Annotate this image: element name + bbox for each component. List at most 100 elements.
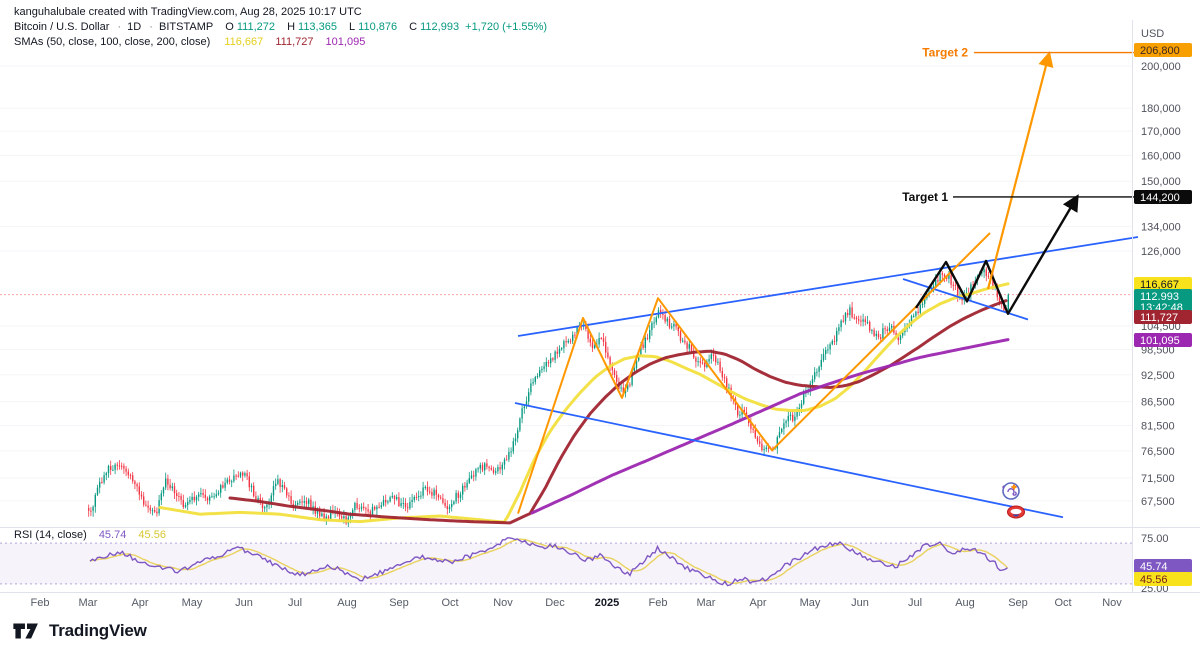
price-axis-badge-text: 144,200	[1140, 192, 1180, 204]
price-tick-label: 180,000	[1141, 103, 1181, 115]
mouth-emoji-sticker[interactable]	[1007, 505, 1025, 519]
price-axis-badge-text: 116,667	[1140, 279, 1179, 291]
low-value: 110,876	[358, 21, 398, 33]
rsi-line[interactable]	[89, 537, 1008, 587]
target-1-label[interactable]: Target 1	[902, 190, 948, 204]
time-axis-label: Jul	[908, 597, 922, 609]
time-axis-label: May	[182, 597, 203, 609]
price-axis-badge	[1134, 277, 1192, 291]
price-axis-unit: USD	[1141, 28, 1164, 40]
symbol-name[interactable]: Bitcoin / U.S. Dollar	[14, 21, 110, 33]
price-tick-label: 150,000	[1141, 176, 1181, 188]
black-projection-path[interactable]	[914, 194, 1079, 315]
separator-dot: ·	[117, 21, 122, 33]
high-value: 113,365	[298, 21, 337, 33]
time-axis-label: May	[800, 597, 821, 609]
separator-dot: ·	[149, 21, 153, 33]
time-axis-label: Sep	[1008, 597, 1028, 609]
time-axis-label: Aug	[955, 597, 975, 609]
price-axis-badge	[1134, 310, 1192, 324]
rsi-axis-badge-text: 45.56	[1140, 574, 1168, 586]
tradingview-logo-icon	[13, 623, 38, 639]
gridlines	[0, 65, 1132, 502]
time-axis-label: Oct	[1054, 597, 1071, 609]
time-axis-label: Nov	[1102, 597, 1122, 609]
time-axis-label: Apr	[131, 597, 148, 609]
time-axis-label: 2025	[595, 597, 619, 609]
time-axis-label: Apr	[749, 597, 766, 609]
rsi-legend: RSI (14, close) 45.74 45.56	[14, 529, 169, 541]
sma-200-line[interactable]	[530, 338, 1010, 515]
price-tick-label: 71,500	[1141, 473, 1175, 485]
price-tick-label: 160,000	[1141, 150, 1181, 162]
high-label: H	[287, 21, 296, 33]
price-tick-label: 67,500	[1141, 496, 1175, 508]
close-value: 112,993	[420, 21, 460, 33]
attribution-line: kanguhalubale created with TradingView.c…	[14, 6, 365, 18]
price-axis-badge-text: 101,095	[1140, 335, 1180, 347]
low-label: L	[349, 21, 356, 33]
rsi-value: 45.74	[98, 529, 127, 541]
rsi-axis-badge	[1134, 559, 1192, 573]
orange-zigzag-pattern[interactable]	[517, 232, 991, 514]
time-axis-label: Dec	[545, 597, 565, 609]
price-tick-label: 86,500	[1141, 397, 1175, 409]
price-tick-label: 200,000	[1141, 61, 1181, 73]
price-axis-badge	[1134, 43, 1192, 57]
time-axis-label: Jun	[235, 597, 253, 609]
time-axis-label: Jul	[288, 597, 302, 609]
target2-arrow[interactable]	[986, 51, 1054, 290]
sma-legend-label[interactable]: SMAs (50, close, 100, close, 200, close)	[14, 36, 211, 48]
upper-channel-line[interactable]	[517, 236, 1139, 337]
time-axis-label: Aug	[337, 597, 357, 609]
price-axis-badge-text: 111,727	[1140, 312, 1178, 324]
open-label: O	[225, 21, 234, 33]
price-tick-label: 98,500	[1141, 345, 1175, 357]
change-value: +1,720 (+1.55%)	[465, 21, 548, 33]
price-axis-badge	[1134, 190, 1192, 204]
price-axis-badge	[1134, 333, 1192, 347]
rsi-axis-badge	[1134, 572, 1192, 586]
time-axis-label: Jun	[851, 597, 869, 609]
price-tick-label: 134,000	[1141, 221, 1181, 233]
interval-label[interactable]: 1D	[127, 21, 142, 33]
attribution-text: kanguhalubale created with TradingView.c…	[14, 6, 362, 18]
tradingview-logo-text: TradingView	[49, 621, 147, 640]
price-tick-label: 81,500	[1141, 420, 1175, 432]
sma100-value: 111,727	[275, 36, 314, 48]
price-tick-label: 170,000	[1141, 126, 1181, 138]
rsi-legend-label[interactable]: RSI (14, close)	[14, 529, 87, 541]
tradingview-logo[interactable]: TradingView	[12, 620, 147, 642]
sma-50-line[interactable]	[158, 282, 1010, 524]
close-label: C	[409, 21, 418, 33]
time-axis-label: Mar	[79, 597, 98, 609]
price-axis-badge	[1134, 289, 1192, 303]
rsi-ma-value: 45.56	[138, 529, 166, 541]
time-axis-label: Feb	[649, 597, 668, 609]
sma-legend: SMAs (50, close, 100, close, 200, close)…	[14, 36, 368, 48]
time-axis-label: Mar	[697, 597, 716, 609]
price-tick-label: 76,500	[1141, 446, 1175, 458]
price-tick-label: 126,000	[1141, 246, 1181, 258]
rsi-tick-label: 75.00	[1141, 533, 1169, 545]
sma200-value: 101,095	[325, 36, 366, 48]
time-axis-label: Feb	[31, 597, 50, 609]
rsi-axis-badge-text: 45.74	[1140, 561, 1168, 573]
lower-channel-line[interactable]	[514, 402, 1064, 519]
rsi-band	[0, 542, 1132, 585]
sma-100-line[interactable]	[228, 299, 1008, 525]
price-tick-label: 92,500	[1141, 370, 1175, 382]
price-axis-badge-text: 206,800	[1140, 45, 1180, 57]
target-2-label[interactable]: Target 2	[922, 46, 968, 60]
candles-layer	[88, 267, 1009, 527]
open-value: 111,272	[236, 21, 275, 33]
time-axis-label: Nov	[493, 597, 513, 609]
exchange-label[interactable]: BITSTAMP	[159, 21, 214, 33]
sma50-value: 116,667	[224, 36, 264, 48]
dizzy-emoji-sticker[interactable]	[1002, 482, 1020, 500]
time-axis-label: Oct	[441, 597, 458, 609]
time-axis-label: Sep	[389, 597, 409, 609]
